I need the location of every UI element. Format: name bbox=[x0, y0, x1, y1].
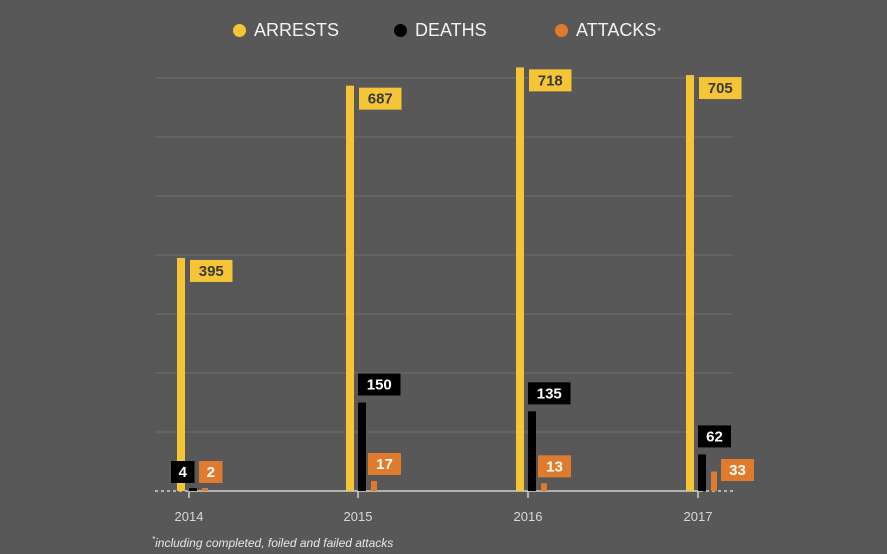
bar-deaths bbox=[189, 488, 197, 491]
footnote-text: including completed, foiled and failed a… bbox=[155, 536, 394, 550]
data-label: 395 bbox=[199, 263, 224, 280]
bar-attacks bbox=[541, 483, 547, 491]
data-label-box bbox=[528, 382, 571, 405]
legend-item-deaths: DEATHS bbox=[394, 20, 487, 41]
x-tick-label: 2014 bbox=[175, 509, 204, 524]
bar-arrests bbox=[346, 85, 354, 492]
data-label: 687 bbox=[368, 91, 393, 108]
data-label: 705 bbox=[708, 80, 733, 97]
x-tick-label: 2015 bbox=[344, 509, 373, 524]
data-label: 2 bbox=[207, 464, 215, 481]
data-label-box bbox=[358, 373, 401, 396]
data-label-box bbox=[171, 461, 195, 483]
x-tick-label: 2017 bbox=[684, 509, 713, 524]
legend-item-arrests: ARRESTS bbox=[233, 20, 339, 41]
data-label: 135 bbox=[537, 385, 562, 402]
data-label-box bbox=[721, 459, 754, 481]
data-label: 4 bbox=[179, 464, 188, 481]
legend-footnote-marker: * bbox=[657, 25, 661, 36]
data-label: 718 bbox=[538, 72, 563, 89]
bar-attacks bbox=[202, 488, 208, 491]
data-label-box bbox=[190, 259, 233, 282]
legend-label: ATTACKS bbox=[576, 20, 657, 40]
data-label-box bbox=[199, 461, 223, 483]
data-label: 13 bbox=[546, 458, 563, 475]
bar-deaths bbox=[698, 454, 706, 491]
data-label-box bbox=[698, 425, 731, 448]
data-label-box bbox=[529, 69, 572, 92]
attacks-dot-icon bbox=[555, 24, 568, 37]
bar-arrests bbox=[177, 257, 185, 491]
data-label: 17 bbox=[376, 456, 393, 473]
legend-item-attacks: ATTACKS * bbox=[555, 20, 661, 41]
data-label-box bbox=[538, 455, 571, 478]
bar-arrests bbox=[516, 67, 524, 491]
bar-arrests bbox=[686, 75, 694, 492]
arrests-dot-icon bbox=[233, 24, 246, 37]
bar-deaths bbox=[358, 402, 366, 491]
bar-attacks bbox=[371, 480, 377, 491]
footnote: *including completed, foiled and failed … bbox=[152, 535, 393, 550]
deaths-dot-icon bbox=[394, 24, 407, 37]
data-label: 62 bbox=[706, 428, 723, 445]
bar-attacks bbox=[711, 471, 717, 491]
data-label-box bbox=[699, 77, 742, 100]
x-tick-label: 2016 bbox=[514, 509, 543, 524]
legend-label: DEATHS bbox=[415, 20, 487, 40]
data-label-box bbox=[359, 87, 402, 110]
legend-label: ARRESTS bbox=[254, 20, 340, 40]
bar-deaths bbox=[528, 411, 536, 491]
footnote-marker: * bbox=[152, 535, 156, 544]
data-label: 150 bbox=[367, 377, 392, 394]
data-label-box bbox=[368, 452, 401, 475]
data-label: 33 bbox=[729, 462, 746, 479]
legend: ARRESTS DEATHS ATTACKS * bbox=[0, 20, 887, 44]
